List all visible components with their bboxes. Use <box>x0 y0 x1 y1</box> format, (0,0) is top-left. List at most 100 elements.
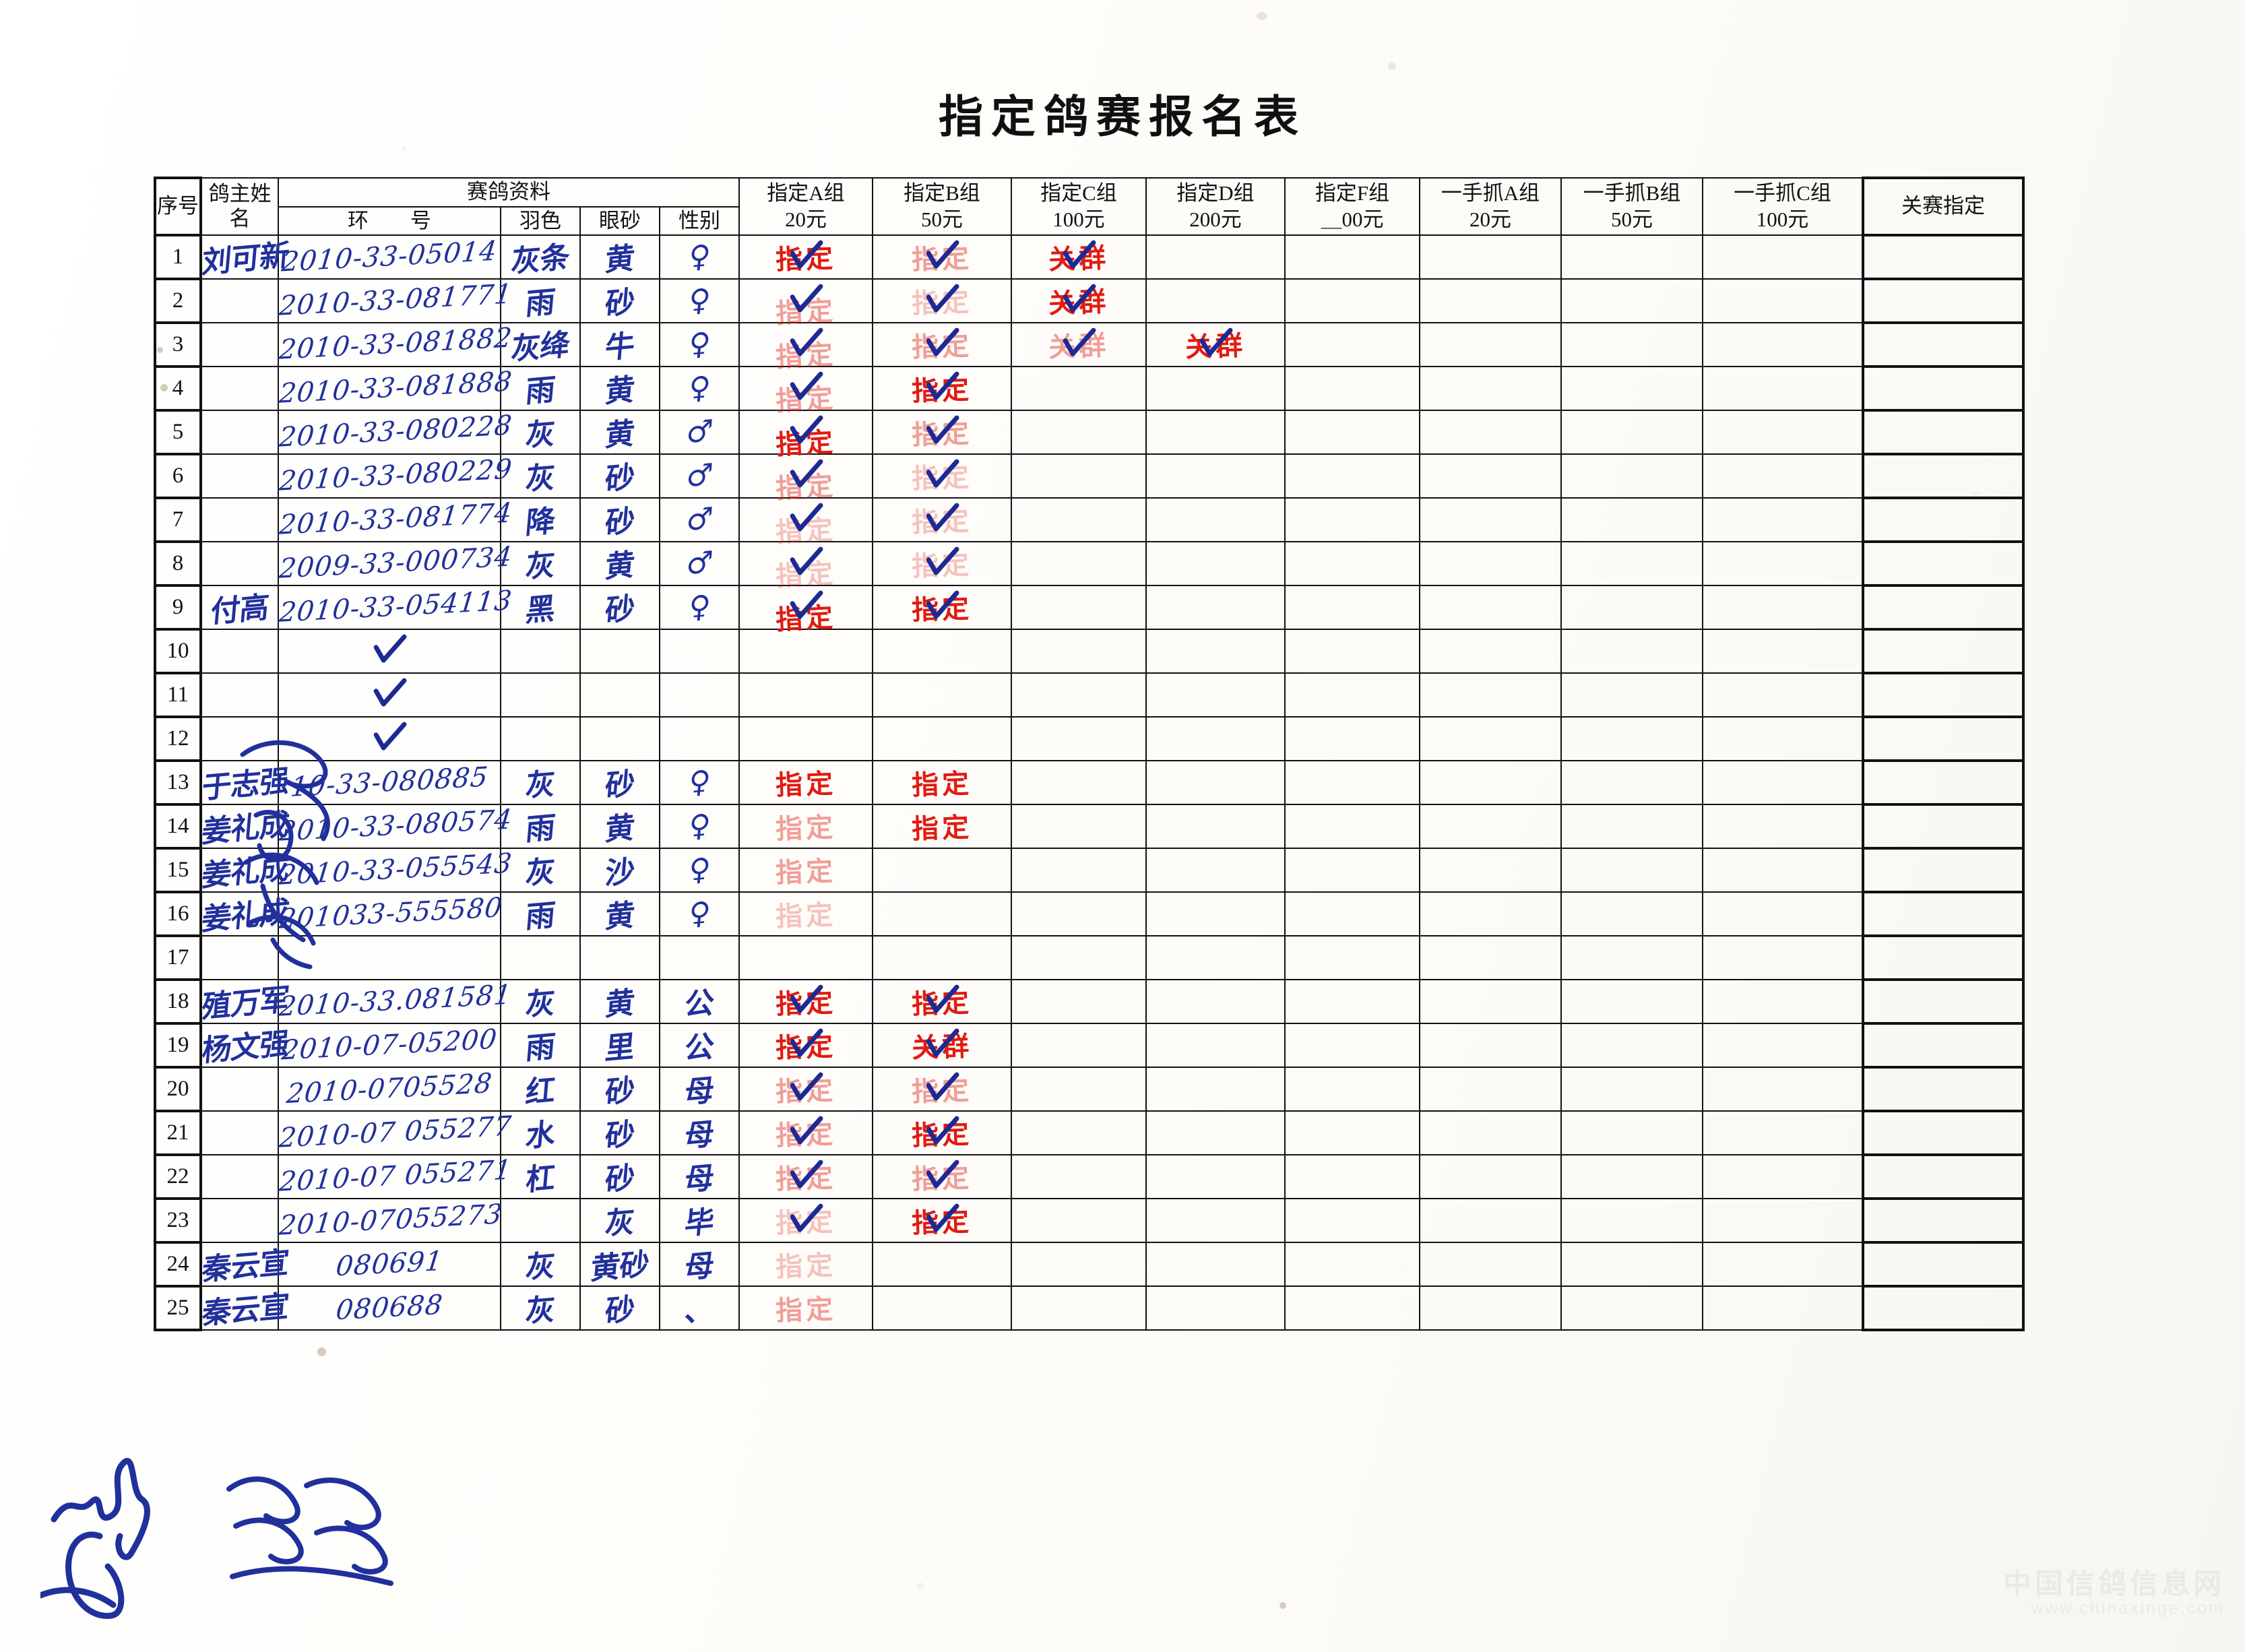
cell-grab-c[interactable] <box>1702 453 1864 499</box>
cell-owner[interactable]: 刘可新 <box>200 234 290 280</box>
cell-designate-f[interactable] <box>1284 366 1420 412</box>
cell-designate-a[interactable]: 指定 <box>738 497 873 548</box>
cell-final-designate[interactable] <box>1862 409 2025 456</box>
cell-sex[interactable]: ♀ <box>659 322 740 368</box>
cell-designate-a[interactable] <box>738 629 873 674</box>
cell-grab-b[interactable] <box>1560 541 1703 587</box>
cell-designate-d[interactable] <box>1145 672 1286 718</box>
cell-eye[interactable]: 里 <box>579 1023 660 1069</box>
cell-designate-b[interactable]: 指定 <box>872 453 1012 499</box>
cell-grab-a[interactable] <box>1419 322 1562 368</box>
cell-eye[interactable]: 砂 <box>579 453 660 499</box>
cell-owner[interactable] <box>200 497 279 543</box>
cell-sex[interactable]: ♀ <box>659 585 740 631</box>
cell-sex[interactable]: 公 <box>659 1023 740 1069</box>
cell-feather[interactable]: 降 <box>500 497 581 543</box>
cell-designate-d[interactable] <box>1145 585 1286 631</box>
cell-grab-b[interactable] <box>1560 1285 1703 1331</box>
cell-eye[interactable]: 砂 <box>579 1154 660 1200</box>
cell-designate-a[interactable]: 指定 <box>738 1242 873 1288</box>
cell-sex[interactable]: ♀ <box>659 234 740 280</box>
cell-designate-a[interactable]: 指定 <box>738 979 873 1025</box>
cell-grab-a[interactable] <box>1419 891 1562 937</box>
cell-ring[interactable]: 2010-0705528 <box>278 1067 501 1112</box>
cell-designate-f[interactable] <box>1284 585 1420 631</box>
cell-sex[interactable]: 毕 <box>659 1198 740 1244</box>
cell-ring[interactable]: 2010-33-081774 <box>277 497 514 543</box>
cell-grab-c[interactable] <box>1702 366 1864 412</box>
cell-designate-f[interactable] <box>1284 1154 1420 1200</box>
cell-designate-a[interactable]: 指定 <box>738 1110 873 1156</box>
cell-ring[interactable]: 2010-33-081888 <box>277 366 514 412</box>
cell-owner[interactable]: 于志强 <box>200 760 290 806</box>
cell-final-designate[interactable] <box>1862 497 2025 544</box>
cell-sex[interactable]: 母 <box>659 1110 740 1156</box>
cell-designate-f[interactable] <box>1284 804 1420 850</box>
cell-sex[interactable] <box>659 935 740 981</box>
cell-grab-c[interactable] <box>1702 585 1864 631</box>
cell-eye[interactable]: 黄砂 <box>579 1242 660 1288</box>
cell-designate-b[interactable]: 指定 <box>872 1067 1012 1112</box>
cell-grab-b[interactable] <box>1560 585 1703 631</box>
cell-designate-a[interactable] <box>738 716 873 762</box>
cell-grab-a[interactable] <box>1419 629 1562 674</box>
cell-sex[interactable]: ♀ <box>659 848 740 893</box>
cell-feather[interactable]: 黑 <box>500 585 581 631</box>
cell-designate-f[interactable] <box>1284 278 1420 324</box>
cell-feather[interactable]: 灰 <box>500 410 581 455</box>
cell-designate-d[interactable] <box>1145 1110 1286 1156</box>
cell-designate-b[interactable]: 指定 <box>872 322 1012 368</box>
cell-final-designate[interactable] <box>1862 1153 2025 1201</box>
cell-sex[interactable]: ♂ <box>659 497 740 543</box>
cell-grab-a[interactable] <box>1419 1110 1562 1156</box>
cell-owner[interactable] <box>200 1198 279 1244</box>
cell-sex[interactable] <box>659 629 740 674</box>
cell-designate-d[interactable] <box>1145 1242 1286 1288</box>
cell-grab-a[interactable] <box>1419 716 1562 762</box>
cell-designate-c[interactable] <box>1011 891 1147 937</box>
cell-designate-d[interactable] <box>1145 1067 1286 1112</box>
cell-grab-a[interactable] <box>1419 848 1562 893</box>
cell-designate-d[interactable] <box>1145 891 1286 937</box>
cell-grab-c[interactable] <box>1702 891 1864 937</box>
cell-owner[interactable] <box>200 453 279 499</box>
cell-designate-a[interactable]: 指定 <box>738 366 873 417</box>
cell-owner[interactable] <box>200 1067 279 1112</box>
cell-ring[interactable]: 2010-33-080574 <box>277 804 514 850</box>
cell-designate-b[interactable]: 指定 <box>872 366 1012 412</box>
cell-final-designate[interactable] <box>1862 672 2025 719</box>
cell-designate-c[interactable] <box>1011 804 1147 850</box>
cell-grab-c[interactable] <box>1702 1242 1864 1288</box>
cell-grab-c[interactable] <box>1702 1198 1864 1244</box>
cell-designate-a[interactable]: 指定 <box>738 585 873 636</box>
cell-designate-c[interactable] <box>1011 1110 1147 1156</box>
cell-final-designate[interactable] <box>1862 540 2025 587</box>
cell-grab-c[interactable] <box>1702 1154 1864 1200</box>
cell-feather[interactable]: 灰 <box>500 453 581 499</box>
cell-ring[interactable] <box>278 629 501 674</box>
cell-eye[interactable]: 黄 <box>579 410 660 455</box>
cell-designate-c[interactable] <box>1011 760 1147 806</box>
cell-designate-b[interactable]: 指定 <box>872 1110 1012 1156</box>
cell-final-designate[interactable] <box>1862 759 2025 806</box>
cell-designate-c[interactable] <box>1011 716 1147 762</box>
cell-grab-c[interactable] <box>1702 410 1864 455</box>
cell-designate-f[interactable] <box>1284 891 1420 937</box>
cell-final-designate[interactable] <box>1862 1022 2025 1069</box>
cell-grab-c[interactable] <box>1702 1067 1864 1112</box>
cell-designate-a[interactable]: 指定 <box>738 891 873 937</box>
cell-sex[interactable]: 公 <box>659 979 740 1025</box>
cell-grab-c[interactable] <box>1702 629 1864 674</box>
cell-grab-b[interactable] <box>1560 366 1703 412</box>
cell-feather[interactable]: 灰 <box>500 541 581 587</box>
cell-final-designate[interactable] <box>1862 628 2025 675</box>
cell-owner[interactable] <box>200 1154 279 1200</box>
cell-grab-b[interactable] <box>1560 1067 1703 1112</box>
cell-final-designate[interactable] <box>1862 1197 2025 1244</box>
cell-sex[interactable]: 母 <box>659 1242 740 1288</box>
cell-designate-b[interactable] <box>872 1242 1012 1288</box>
cell-designate-a[interactable]: 指定 <box>738 278 873 329</box>
cell-grab-a[interactable] <box>1419 410 1562 455</box>
cell-feather[interactable]: 灰绛 <box>500 322 581 368</box>
cell-feather[interactable] <box>500 716 581 762</box>
